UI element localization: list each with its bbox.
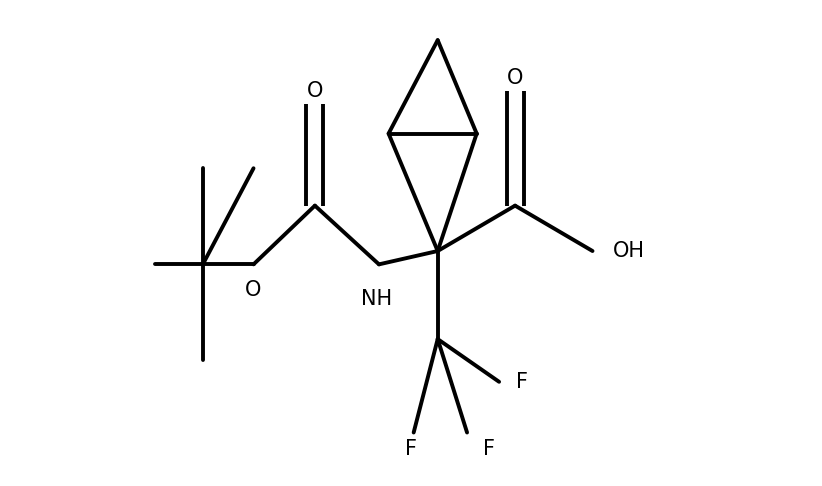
Text: OH: OH [612, 241, 644, 261]
Text: O: O [245, 280, 261, 300]
Text: F: F [405, 438, 417, 458]
Text: O: O [507, 68, 524, 87]
Text: O: O [307, 81, 323, 101]
Text: F: F [483, 438, 495, 458]
Text: F: F [516, 372, 529, 392]
Text: NH: NH [361, 289, 392, 309]
